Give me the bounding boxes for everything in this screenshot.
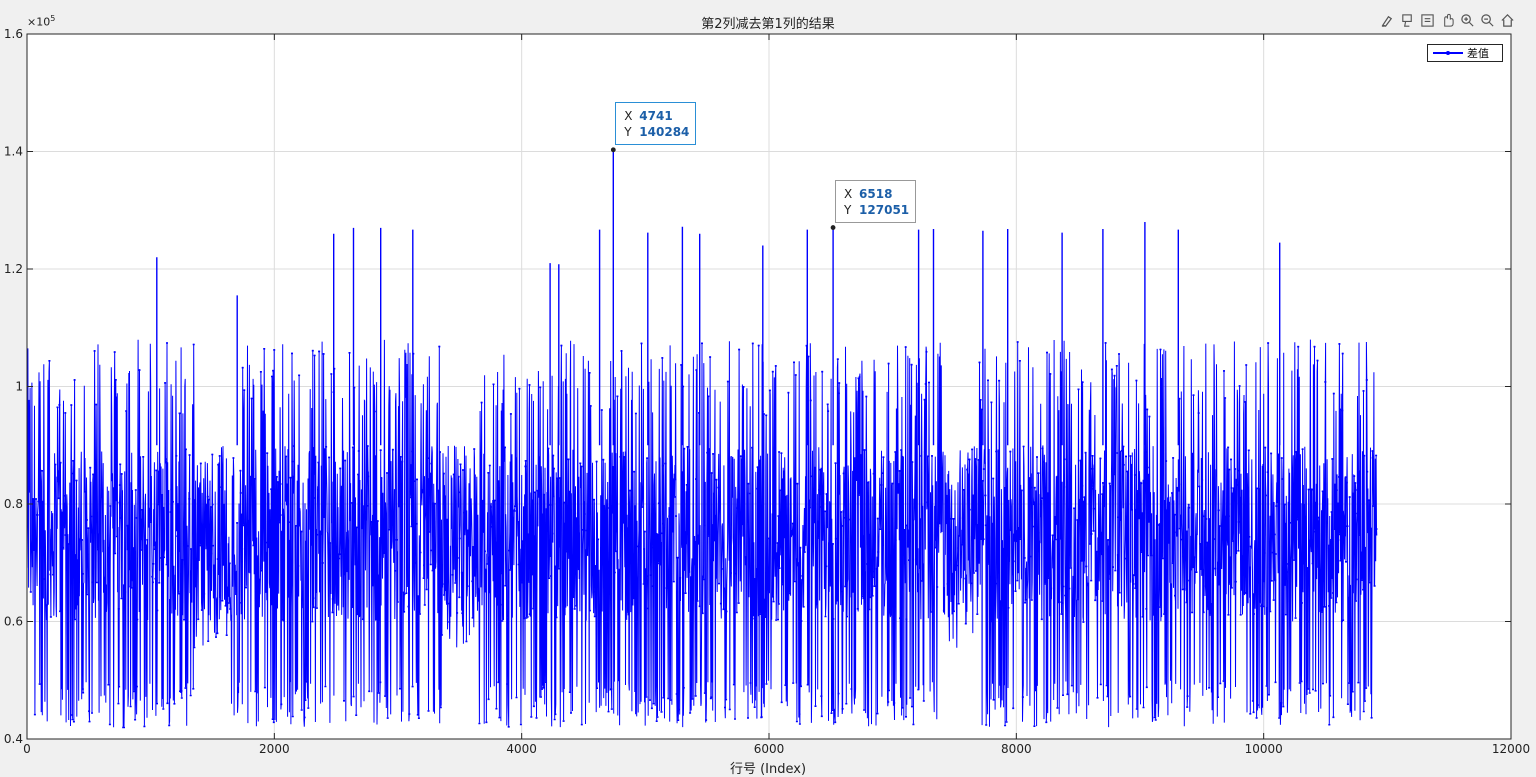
data-tip-icon[interactable] — [1399, 12, 1416, 29]
data-tip-y-value: 127051 — [859, 202, 910, 217]
x-tick-label: 6000 — [754, 742, 785, 756]
data-tip-point — [610, 147, 616, 153]
data-tip-second[interactable]: X 6518 Y 127051 — [835, 179, 917, 223]
x-tick-label: 4000 — [506, 742, 537, 756]
y-exponent-base: ×10 — [27, 15, 51, 29]
x-tick-label: 12000 — [1492, 742, 1530, 756]
pan-icon[interactable] — [1419, 12, 1436, 29]
legend-swatch — [1433, 51, 1463, 55]
chart-title: 第2列减去第1列的结果 — [701, 17, 835, 32]
x-tick-label: 0 — [23, 742, 31, 756]
series-peaks — [156, 149, 1281, 446]
data-tip-peak[interactable]: X 4741 Y 140284 — [615, 101, 697, 145]
data-tip-y-row: Y 140284 — [624, 124, 689, 140]
x-tick-label: 10000 — [1245, 742, 1283, 756]
data-tip-x-label: X — [624, 108, 633, 123]
y-tick-label: 0.4 — [4, 732, 23, 746]
legend[interactable]: 差值 — [1427, 44, 1503, 62]
data-tip-x-row: X 6518 — [844, 186, 909, 202]
data-tip-x-label: X — [844, 186, 853, 201]
data-tip-markers — [610, 147, 836, 230]
data-tip-y-label: Y — [844, 202, 852, 217]
y-tick-label: 0.8 — [4, 497, 23, 511]
zoom-out-icon[interactable] — [1479, 12, 1496, 29]
y-tick-label: 1.2 — [4, 262, 23, 276]
axis-ticks: 0 2000 4000 6000 8000 10000 12000 0.4 0.6 0.8 1 1.2… — [4, 27, 1530, 756]
data-tip-x-row: X 4741 — [624, 108, 689, 124]
y-tick-label: 0.6 — [4, 615, 23, 629]
y-axis-exponent: ×105 — [27, 14, 55, 29]
zoom-in-icon[interactable] — [1459, 12, 1476, 29]
data-tip-x-value: 4741 — [639, 108, 673, 123]
y-tick-label: 1 — [15, 380, 23, 394]
axes-toolbar — [1379, 12, 1516, 29]
brush-icon[interactable] — [1379, 12, 1396, 29]
rotate-icon[interactable] — [1439, 12, 1456, 29]
data-tip-y-label: Y — [624, 124, 632, 139]
data-tip-y-row: Y 127051 — [844, 202, 909, 218]
x-tick-label: 8000 — [1001, 742, 1032, 756]
data-tip-x-value: 6518 — [859, 186, 893, 201]
y-tick-label: 1.4 — [4, 145, 23, 159]
data-tip-point — [830, 225, 836, 230]
home-icon[interactable] — [1499, 12, 1516, 29]
x-tick-label: 2000 — [259, 742, 290, 756]
series-line — [26, 149, 1378, 729]
legend-label: 差值 — [1467, 47, 1489, 60]
data-tip-y-value: 140284 — [639, 124, 690, 139]
y-exponent-power: 5 — [50, 14, 56, 23]
y-tick-label: 1.6 — [4, 27, 23, 41]
